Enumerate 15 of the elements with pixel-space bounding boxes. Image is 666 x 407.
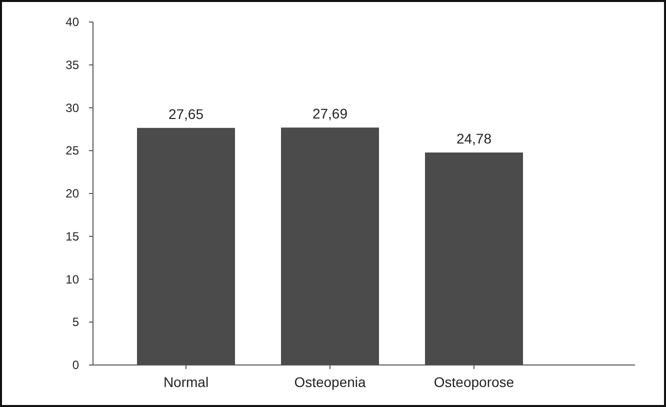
y-tick-label: 0 [72,358,80,372]
y-tick-label: 30 [66,100,80,115]
y-tick-label: 35 [66,58,80,72]
x-tick-label: Osteopenia [294,374,366,390]
y-tick-label: 20 [66,186,80,200]
y-tick-label: 25 [66,144,80,158]
data-label: 27,69 [312,106,348,122]
x-tick-label: Normal [163,374,209,390]
data-label: 24,78 [456,130,492,147]
y-tick-label: 10 [66,272,80,286]
y-tick-label: 15 [66,229,80,244]
y-tick-label: 5 [72,315,80,330]
y-tick-label: 40 [66,15,80,29]
x-tick-label: Osteoporose [434,374,514,390]
data-label: 27,65 [168,106,204,122]
